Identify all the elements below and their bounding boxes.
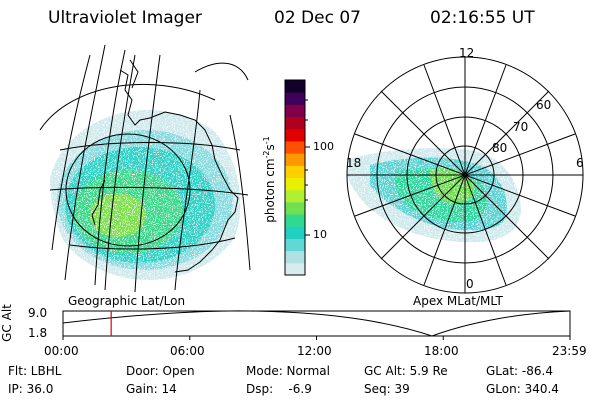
- colorbar-band: [285, 214, 305, 227]
- glat-info: GLat: -86.4: [486, 364, 553, 378]
- colorbar-band: [285, 128, 305, 142]
- mlt-label-0: 0: [466, 277, 474, 291]
- colorbar-band: [285, 165, 305, 178]
- polar-map-caption: Apex MLat/MLT: [413, 294, 503, 308]
- colorbar-tick-100: 100: [313, 140, 334, 153]
- gain-info: Gain: 14: [126, 382, 177, 396]
- colorbar-band: [285, 104, 305, 118]
- gc-alt-xtick-3: 18:00: [424, 344, 459, 358]
- mlat-label-70: 70: [513, 120, 529, 134]
- colorbar-band: [285, 92, 305, 105]
- time-label: 02:16:55 UT: [430, 8, 535, 28]
- colorbar-band: [285, 262, 305, 276]
- ip-info: IP: 36.0: [8, 382, 54, 396]
- geographic-map: [39, 44, 251, 293]
- filter-info: Flt: LBHL: [8, 364, 62, 378]
- gc-alt-axis-label: GC Alt: [0, 304, 14, 342]
- colorbar-band: [285, 116, 305, 130]
- gc-alt-xtick-1: 06:00: [170, 344, 205, 358]
- polar-map: [346, 56, 584, 294]
- instrument-title: Ultraviolet Imager: [48, 8, 202, 28]
- mlat-label-80: 80: [492, 141, 508, 155]
- colorbar-band: [285, 226, 305, 239]
- gc-alt-plot: [62, 310, 571, 340]
- mlt-label-6: 6: [576, 156, 584, 170]
- colorbar-band: [285, 250, 305, 264]
- colorbar-band: [285, 140, 305, 154]
- gc-alt-ytick-high: 9.0: [28, 306, 48, 320]
- door-info: Door: Open: [126, 364, 195, 378]
- colorbar-band: [285, 201, 305, 215]
- mlt-label-12: 12: [459, 46, 475, 60]
- seq-info: Seq: 39: [364, 382, 410, 396]
- gc-alt-xtick-4: 23:59: [552, 344, 587, 358]
- dsp-info: Dsp: -6.9: [246, 382, 312, 396]
- glon-info: GLon: 340.4: [486, 382, 559, 396]
- colorbar: [284, 79, 310, 276]
- colorbar-band: [285, 153, 305, 166]
- gc-alt-info: GC Alt: 5.9 Re: [364, 364, 448, 378]
- colorbar-band: [285, 80, 305, 93]
- date-label: 02 Dec 07: [274, 8, 361, 28]
- mode-info: Mode: Normal: [246, 364, 330, 378]
- colorbar-band: [285, 238, 305, 252]
- mlt-label-18: 18: [346, 156, 362, 170]
- gc-alt-xtick-0: 00:00: [44, 344, 79, 358]
- geo-map-caption: Geographic Lat/Lon: [68, 294, 186, 308]
- colorbar-unit-label: photon cm-2s-1: [261, 136, 277, 223]
- colorbar-tick-10: 10: [313, 228, 327, 241]
- mlat-label-60: 60: [536, 98, 552, 112]
- colorbar-band: [285, 189, 305, 203]
- colorbar-band: [285, 177, 305, 191]
- gc-alt-xtick-2: 12:00: [297, 344, 332, 358]
- gc-alt-ytick-low: 1.8: [28, 326, 48, 340]
